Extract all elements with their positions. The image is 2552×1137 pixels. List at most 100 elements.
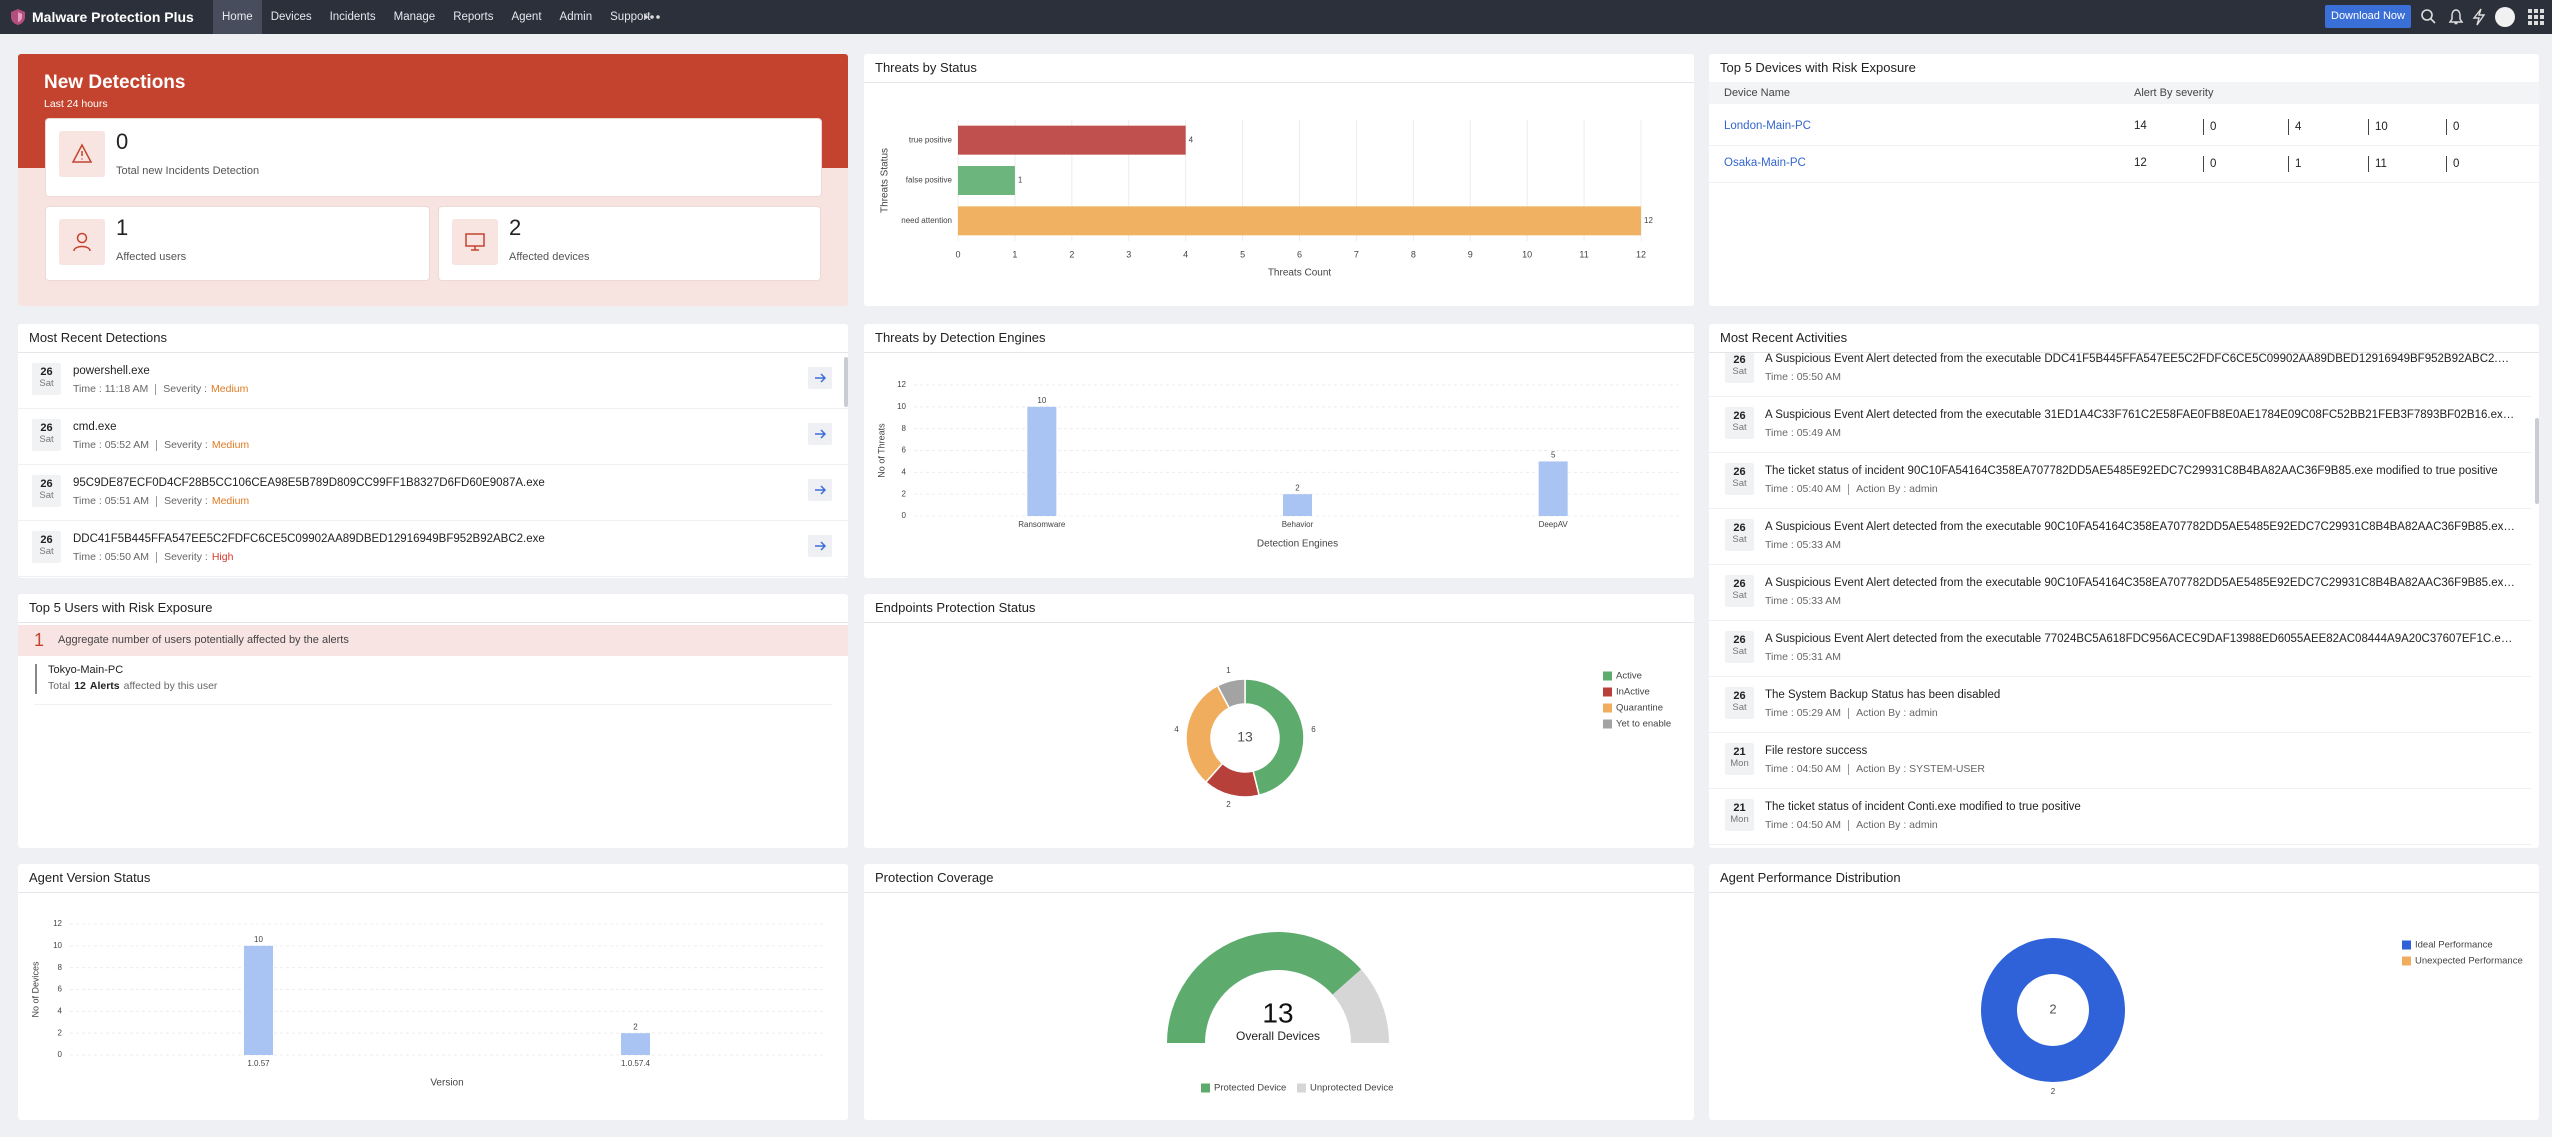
legend-label: Unexpected Performance [2415, 956, 2523, 967]
donut-segment [1216, 678, 1246, 709]
performance-card: Agent Performance Distribution 2 Ideal Pe… [1709, 864, 2539, 1120]
card-subtitle: Last 24 hours [44, 98, 108, 110]
open-button[interactable] [808, 367, 832, 389]
value-label: 5 [1551, 451, 1556, 460]
nav-item[interactable]: Devices [270, 11, 312, 23]
severity-count: 0 [2446, 119, 2459, 135]
scrollbar[interactable] [2535, 418, 2539, 504]
nav-item[interactable]: Home [213, 0, 262, 34]
weekday: Sat [1732, 702, 1747, 713]
weekday: Sat [1732, 534, 1747, 545]
y-tick-label: true positive [909, 135, 953, 144]
separator [156, 495, 158, 507]
date-badge: 26 Sat [1725, 407, 1754, 439]
nav-item[interactable]: Support [610, 11, 651, 23]
activity-meta: Time : 05:29 AM Action By : admin [1765, 707, 2515, 719]
x-axis-label: Detection Engines [1257, 539, 1338, 550]
nav-item[interactable]: Admin [559, 11, 593, 23]
weekday: Sat [1732, 478, 1747, 489]
bar [1538, 461, 1568, 516]
download-button[interactable]: Download Now [2325, 5, 2411, 28]
x-tick-label: 4 [1183, 249, 1188, 259]
nav-item[interactable]: Incidents [329, 11, 376, 23]
stat-box: 2 Affected devices [439, 207, 820, 280]
time: Time : 05:31 AM [1765, 651, 1842, 663]
weekday: Sat [1732, 646, 1747, 657]
activity-body: A Suspicious Event Alert detected from t… [1765, 353, 2515, 383]
activity-item: 21 Mon File restore success Time : 04:50 AM… [1709, 733, 2531, 789]
nav-items: Home Devices Incidents Manage Reports Agent Ad… [213, 0, 659, 34]
activity-meta: Time : 05:40 AM Action By : admin [1765, 483, 2515, 495]
nav-item[interactable]: Reports [453, 11, 494, 23]
avatar[interactable] [2495, 7, 2515, 27]
search-icon[interactable] [2421, 9, 2436, 24]
donut-segment [1244, 678, 1305, 797]
y-tick-label: 4 [58, 1006, 63, 1015]
separator [156, 551, 158, 563]
user-count: 1 [34, 630, 45, 650]
stat-value: 0 [116, 129, 129, 154]
nav-item[interactable]: Agent [511, 11, 542, 23]
activity-item: 21 Mon The ticket status of incident Conti… [1709, 789, 2531, 845]
day: 26 [40, 478, 53, 490]
bell-icon[interactable] [2448, 9, 2464, 25]
apps-icon[interactable] [2528, 9, 2544, 25]
agent-version-card: Agent Version Status 0 2 4 6 8 10 12 1.0.57 10 1.… [18, 864, 848, 1120]
value-label: 2 [1295, 483, 1300, 492]
y-tick-label: 12 [53, 919, 62, 928]
date-badge: 21 Mon [1725, 799, 1754, 831]
severity: Medium [211, 383, 249, 395]
action-by: Action By : admin [1856, 707, 1938, 719]
x-tick-label: 9 [1468, 249, 1473, 259]
donut-segment [1981, 937, 2125, 1083]
y-tick-label: 2 [902, 489, 907, 498]
severity-label: Severity : [164, 495, 208, 507]
legend-swatch [1603, 719, 1612, 729]
action-by: Action By : admin [1856, 819, 1938, 831]
legend-swatch [1201, 1083, 1210, 1093]
device-link[interactable]: Osaka-Main-PC [1724, 157, 1806, 169]
new-detections-card: New Detections Last 24 hours 0 Total new… [18, 54, 848, 306]
arrow-icon [815, 541, 827, 551]
scrollbar[interactable] [844, 357, 848, 407]
y-tick-label: 0 [58, 1050, 63, 1059]
arrow-path [815, 541, 827, 551]
severity-label: Severity : [163, 383, 208, 395]
open-button[interactable] [808, 479, 832, 501]
activity-body: A Suspicious Event Alert detected from t… [1765, 577, 2515, 607]
weekday: Mon [1730, 758, 1749, 769]
column-header: Device Name [1724, 87, 1791, 99]
separator [1848, 819, 1850, 831]
day: 26 [40, 366, 53, 378]
action-by: Action By : admin [1856, 483, 1938, 495]
user-meta: Total 12 Alerts affected by this user [48, 680, 217, 692]
day: 26 [1733, 466, 1746, 478]
device-link[interactable]: London-Main-PC [1724, 120, 1811, 132]
card-title: Threats by Detection Engines [864, 324, 1694, 353]
bolt-icon[interactable] [2472, 8, 2486, 26]
center-total: 13 [1237, 729, 1253, 745]
x-tick-label: 8 [1411, 249, 1416, 259]
y-tick-label: 10 [897, 402, 906, 411]
detection-item: 26 Sat cmd.exe Time : 05:52 AM Severity : Med… [18, 409, 848, 465]
severity-count: 0 [2446, 156, 2459, 172]
value-label: 6 [1311, 725, 1316, 734]
stat-box: 0 Total new Incidents Detection [46, 119, 821, 196]
arrow-icon [815, 485, 827, 495]
summary: Aggregate number of users potentially af… [58, 634, 349, 646]
date-badge: 26 Sat [32, 363, 61, 395]
value-label: 10 [254, 935, 263, 944]
top-devices-card: Top 5 Devices with Risk Exposure Device … [1709, 54, 2539, 306]
open-button[interactable] [808, 535, 832, 557]
date-badge: 26 Sat [1725, 463, 1754, 495]
more-icon[interactable] [640, 10, 664, 24]
activity-body: A Suspicious Event Alert detected from t… [1765, 409, 2515, 439]
detection-item: 26 Sat DDC41F5B445FFA547EE5C2FDFC6CE5C0990… [18, 521, 848, 577]
time: Time : 05:49 AM [1765, 427, 1842, 439]
day: 26 [40, 422, 53, 434]
nav-item[interactable]: Manage [393, 11, 436, 23]
activity-meta: Time : 05:33 AM [1765, 539, 2515, 551]
y-tick-label: need attention [901, 216, 952, 225]
open-button[interactable] [808, 423, 832, 445]
y-tick-label: 4 [902, 467, 907, 476]
